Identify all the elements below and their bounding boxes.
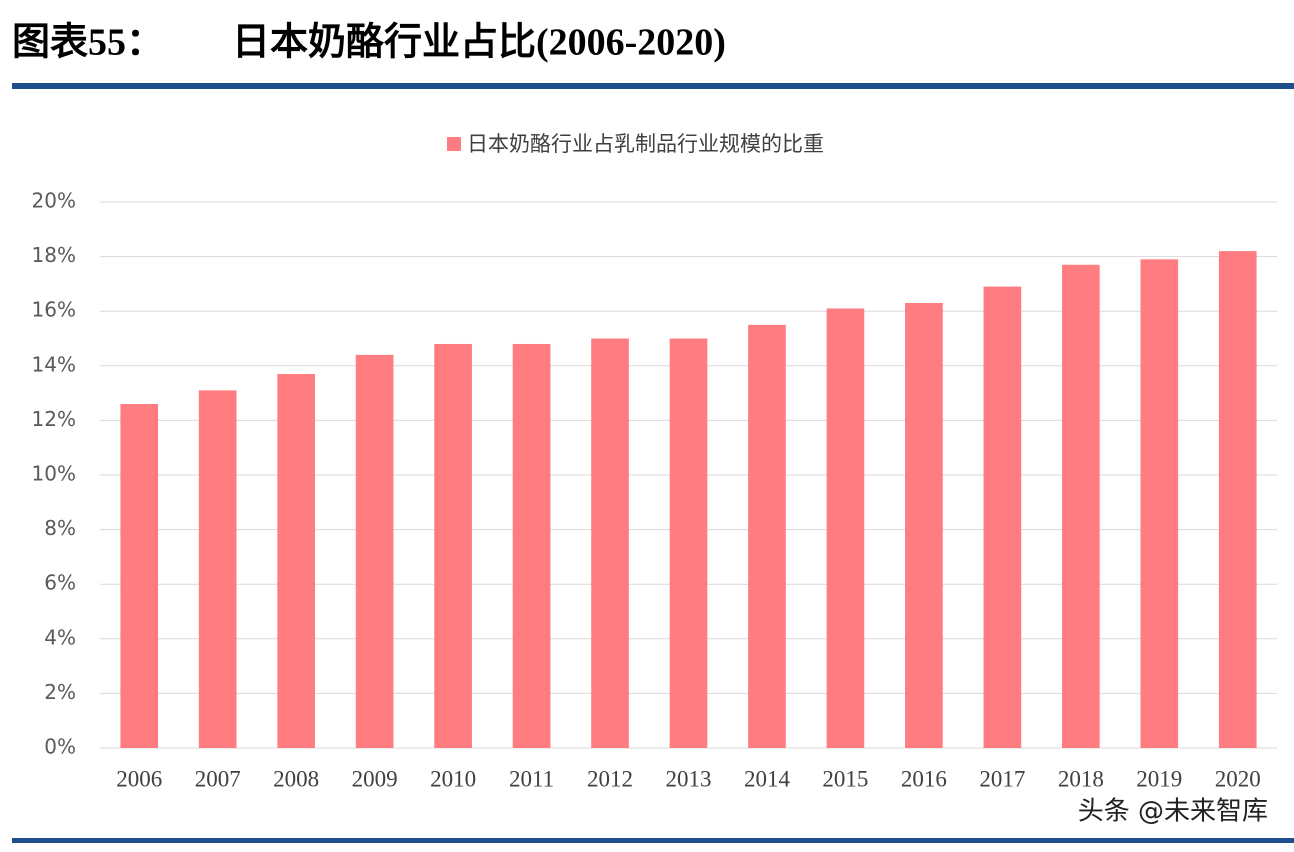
x-tick-label: 2011 [509,766,554,791]
x-tick-label: 2007 [195,766,241,791]
bar [1140,259,1179,748]
y-tick-label: 12% [32,407,76,431]
bar [669,338,708,748]
bar [905,303,943,748]
x-tick-label: 2017 [979,766,1025,791]
chart-title: 日本奶酪行业占比(2006-2020) [232,22,726,64]
y-tick-label: 8% [44,516,76,540]
x-tick-label: 2019 [1136,766,1182,791]
bar [512,343,551,748]
bar [983,286,1022,748]
x-tick-label: 2010 [430,766,476,791]
y-tick-label: 0% [44,735,76,759]
y-tick-label: 10% [32,462,76,486]
bar [591,338,629,748]
x-tick-label: 2016 [901,766,947,791]
legend-swatch [447,137,461,151]
x-tick-label: 2008 [273,766,319,791]
y-tick-label: 18% [32,243,76,267]
x-tick-label: 2006 [116,766,162,791]
y-tick-label: 20% [32,189,76,213]
header-rule [12,83,1294,89]
x-tick-label: 2020 [1215,766,1261,791]
bar [1218,251,1257,748]
bar [434,343,472,748]
x-tick-label: 2018 [1058,766,1104,791]
bar [355,354,394,748]
y-tick-label: 6% [44,571,76,595]
figure-label: 图表55： [12,22,164,64]
footer-rule [12,838,1294,843]
x-tick-label: 2012 [587,766,633,791]
bar [120,404,159,748]
y-tick-label: 14% [32,352,76,376]
legend-label: 日本奶酪行业占乳制品行业规模的比重 [467,132,824,156]
x-tick-label: 2014 [744,766,791,791]
x-tick-label: 2009 [352,766,398,791]
y-tick-label: 16% [32,298,76,322]
bar [198,390,237,748]
x-tick-label: 2013 [666,766,712,791]
x-tick-label: 2015 [822,766,868,791]
y-tick-label: 4% [44,625,76,649]
y-tick-label: 2% [44,680,76,704]
bar [277,373,315,748]
bar [748,324,786,748]
bar [1062,264,1100,748]
bar [826,308,865,748]
watermark: 头条 @未来智库 [1078,797,1268,827]
